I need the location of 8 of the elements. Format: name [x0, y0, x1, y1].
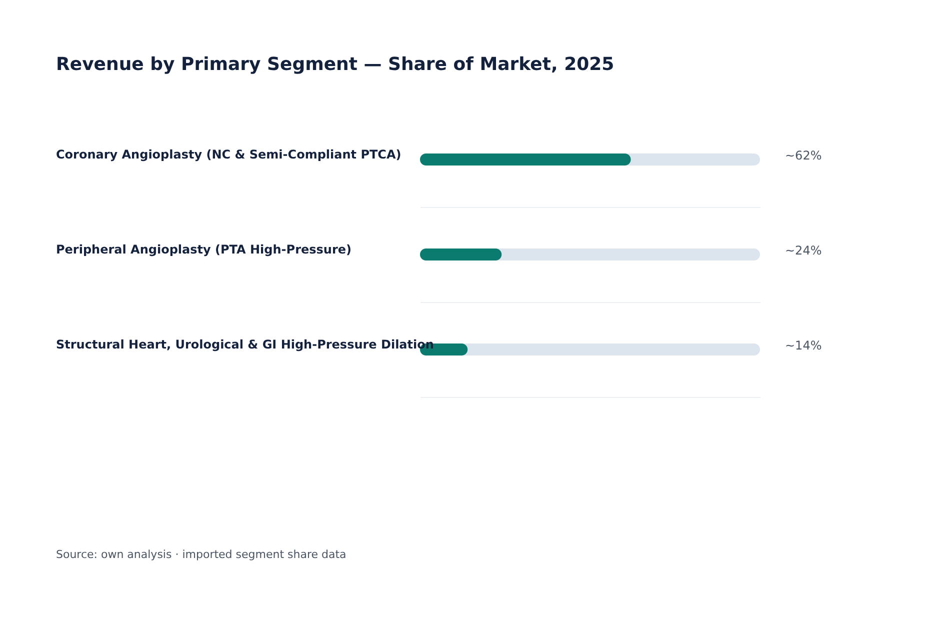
source-note: Source: own analysis · imported segment share data	[56, 548, 346, 561]
data-label: ~14%	[785, 338, 822, 352]
data-label: ~62%	[785, 148, 822, 162]
chart-title: Revenue by Primary Segment — Share of Market, 2025	[56, 54, 614, 75]
y-tick-label: Coronary Angioplasty (NC & Semi-Compliant PTCA)	[56, 148, 402, 162]
y-tick-label: Structural Heart, Urological & GI High-Pressure Dilation	[56, 338, 434, 352]
y-tick-label: Peripheral Angioplasty (PTA High-Pressure)	[56, 242, 352, 256]
data-label: ~24%	[785, 244, 822, 258]
